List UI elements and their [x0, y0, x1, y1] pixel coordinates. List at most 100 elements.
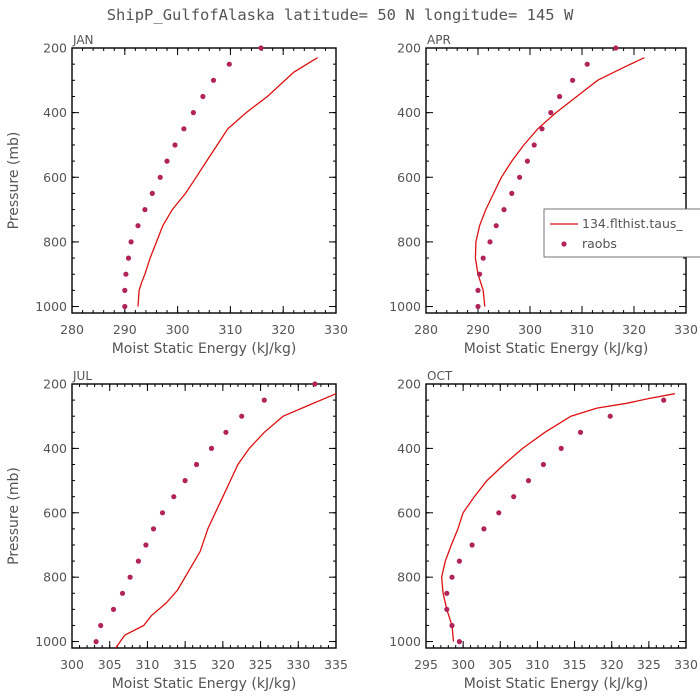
raobs-point	[171, 494, 177, 500]
raobs-point	[475, 287, 481, 293]
raobs-point	[584, 61, 590, 67]
raobs-point	[480, 255, 486, 261]
raobs-point	[127, 574, 133, 580]
raobs-point	[110, 606, 117, 613]
raobs-point	[481, 526, 487, 532]
x-tick-label: 320	[622, 322, 646, 337]
panel-jul: 300 305 310 315 320 325 330 335 200 400 600 800 1000…	[6, 369, 348, 692]
raobs-point	[607, 413, 613, 419]
raobs-point	[487, 239, 493, 245]
raobs-point	[501, 207, 507, 213]
x-tick-label: 295	[414, 657, 438, 672]
raobs-point	[456, 558, 462, 564]
raobs-point	[524, 158, 531, 164]
raobs-point	[182, 478, 188, 484]
x-axis-label: Moist Static Energy (kJ/kg)	[112, 341, 297, 357]
x-tick-label: 280	[414, 322, 438, 337]
raobs-point	[193, 461, 200, 468]
raobs-point	[210, 77, 217, 83]
legend-box	[543, 208, 700, 258]
raobs-point	[509, 190, 515, 196]
y-tick-label: 400	[43, 105, 67, 120]
plot-frame	[71, 383, 337, 649]
legend-model-label: 134.flthist.taus_	[582, 216, 683, 231]
x-tick-label: 315	[563, 657, 587, 672]
raobs-point	[496, 510, 502, 516]
legend: 134.flthist.taus_raobs	[543, 208, 700, 258]
legend-obs-swatch	[561, 241, 567, 247]
y-tick-label: 1000	[389, 299, 421, 314]
panel-label: JAN	[72, 33, 94, 47]
x-tick-label: 330	[286, 657, 310, 672]
model-series-line	[440, 393, 676, 642]
raobs-point	[223, 429, 229, 435]
y-tick-label: 600	[397, 505, 421, 520]
y-tick-label: 200	[43, 41, 67, 56]
model-series-line	[137, 57, 318, 307]
raobs-point	[181, 126, 187, 132]
model-series-line	[115, 393, 336, 648]
raobs-point	[159, 510, 166, 516]
x-tick-label: 320	[211, 657, 235, 672]
raobs-point	[122, 303, 128, 310]
x-axis-label: Moist Static Energy (kJ/kg)	[464, 341, 649, 357]
raobs-point	[444, 606, 450, 613]
y-tick-label: 200	[397, 377, 421, 392]
raobs-point	[493, 223, 499, 229]
x-tick-label: 325	[249, 657, 273, 672]
x-tick-label: 310	[525, 657, 549, 672]
raobs-point	[142, 207, 148, 213]
raobs-point	[258, 45, 264, 51]
raobs-point	[135, 558, 141, 564]
x-tick-label: 330	[674, 322, 698, 337]
raobs-point	[190, 110, 196, 116]
x-tick-label: 330	[324, 322, 348, 337]
x-tick-label: 280	[60, 322, 84, 337]
raobs-point	[525, 478, 532, 484]
raobs-point	[511, 494, 517, 500]
raobs-point	[456, 639, 462, 645]
raobs-point	[261, 397, 267, 403]
raobs-point	[119, 590, 126, 596]
y-tick-label: 600	[43, 505, 67, 520]
x-tick-label: 290	[113, 322, 137, 337]
raobs-point	[449, 574, 455, 580]
raobs-point	[200, 93, 206, 100]
raobs-point	[557, 93, 563, 100]
y-tick-label: 800	[397, 570, 421, 585]
y-tick-label: 800	[43, 234, 67, 249]
panel-label: APR	[427, 33, 451, 47]
plot-frame	[425, 47, 687, 314]
raobs-point	[123, 271, 129, 277]
raobs-point	[208, 445, 215, 451]
panel-apr: 280 290 300 310 320 330 200 400 600 800 1000 APR Moi…	[389, 33, 698, 357]
y-tick-label: 1000	[35, 299, 67, 314]
x-axis-label: Moist Static Energy (kJ/kg)	[464, 676, 649, 692]
raobs-point	[157, 174, 163, 180]
raobs-point	[577, 429, 584, 435]
raobs-point	[93, 639, 99, 645]
raobs-point	[239, 413, 245, 419]
x-tick-label: 290	[466, 322, 490, 337]
x-tick-label: 305	[98, 657, 122, 672]
raobs-point	[558, 445, 564, 451]
x-tick-label: 330	[674, 657, 698, 672]
raobs-point	[164, 158, 170, 164]
y-tick-label: 200	[43, 377, 67, 392]
x-tick-label: 300	[518, 322, 542, 337]
y-tick-label: 1000	[389, 634, 421, 649]
y-tick-label: 800	[43, 570, 67, 585]
panel-oct: 295 300 305 310 315 320 325 330 200 400 600 800 1000…	[389, 369, 698, 692]
y-tick-label: 400	[397, 105, 421, 120]
y-axis-label: Pressure (mb)	[6, 132, 22, 230]
raobs-point	[477, 271, 483, 277]
raobs-point	[613, 45, 619, 51]
raobs-point	[135, 223, 141, 229]
y-tick-label: 800	[397, 234, 421, 249]
panel-label: JUL	[72, 369, 92, 383]
raobs-point	[548, 110, 554, 116]
x-tick-label: 300	[166, 322, 190, 337]
x-axis-label: Moist Static Energy (kJ/kg)	[112, 676, 297, 692]
raobs-point	[539, 126, 545, 132]
x-tick-label: 320	[271, 322, 295, 337]
